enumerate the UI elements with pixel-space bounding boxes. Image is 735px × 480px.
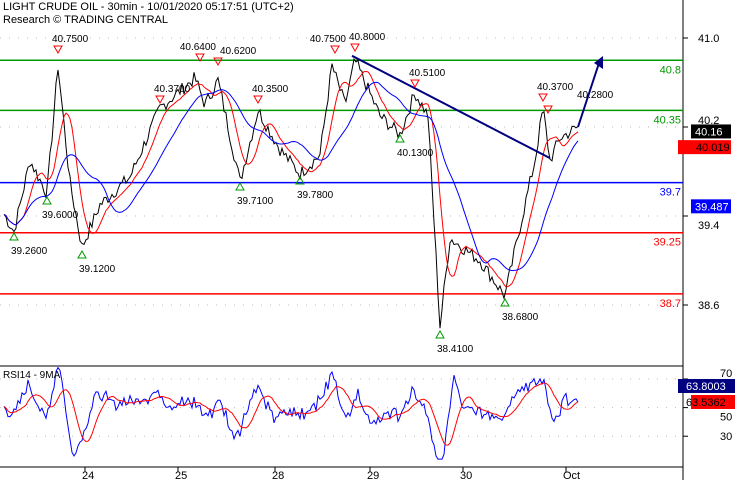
x-tick-label: 30 bbox=[460, 470, 472, 480]
price-tag-label: 40.019 bbox=[696, 142, 730, 154]
up-triangle-icon bbox=[395, 133, 405, 143]
rsi-label: RSI14 - 9MA bbox=[3, 370, 61, 381]
down-triangle-icon bbox=[155, 95, 165, 105]
chart-subtitle: Research © TRADING CENTRAL bbox=[3, 14, 168, 26]
x-tick-label: 25 bbox=[175, 470, 187, 480]
low-label: 39.2600 bbox=[11, 246, 48, 257]
rsi-tick-label: 30 bbox=[720, 431, 732, 443]
low-label: 39.1200 bbox=[79, 264, 116, 275]
level-label: 40.8 bbox=[660, 64, 681, 76]
rsi-tick-label: 70 bbox=[720, 368, 732, 380]
high-label: 40.5100 bbox=[409, 68, 446, 79]
price-tick-label: 39.4 bbox=[698, 220, 719, 232]
down-triangle-icon bbox=[350, 43, 360, 53]
price-tag bbox=[691, 124, 731, 139]
rsi-tick-label: 50 bbox=[720, 412, 732, 424]
projection-arrow bbox=[577, 59, 601, 128]
low-label: 38.6800 bbox=[502, 312, 539, 323]
ma-fast-series bbox=[3, 70, 579, 288]
level-label: 40.35 bbox=[653, 114, 681, 126]
price-tag-label: 40.16 bbox=[695, 126, 723, 138]
price-tick-label: 41.0 bbox=[698, 33, 719, 45]
rsi-ma-series bbox=[3, 382, 579, 446]
arrow-head-icon bbox=[594, 56, 603, 69]
price-series bbox=[3, 57, 579, 329]
rsi-tag-label: 63.5362 bbox=[686, 397, 726, 409]
down-triangle-icon bbox=[410, 79, 420, 89]
up-triangle-icon bbox=[235, 181, 245, 191]
down-triangle-icon bbox=[195, 53, 205, 63]
down-triangle-icon bbox=[538, 93, 548, 103]
down-triangle-icon bbox=[213, 57, 223, 67]
x-tick-label: 29 bbox=[367, 470, 379, 480]
x-tick-label: 28 bbox=[272, 470, 284, 480]
level-label: 38.7 bbox=[660, 298, 681, 310]
rsi-tag-label: 63.8003 bbox=[686, 381, 726, 393]
price-tag-label: 39.487 bbox=[695, 201, 729, 213]
rsi-tag bbox=[691, 395, 735, 409]
high-label: 40.7500 bbox=[52, 34, 89, 45]
low-label: 39.7800 bbox=[297, 190, 334, 201]
price-tick-label: 40.2 bbox=[698, 115, 719, 127]
up-triangle-icon bbox=[500, 297, 510, 307]
level-label: 39.7 bbox=[660, 187, 681, 199]
up-triangle-icon bbox=[435, 329, 445, 339]
high-label: 40.6400 bbox=[180, 42, 217, 53]
low-label: 38.4100 bbox=[437, 344, 474, 355]
high-label: 40.3500 bbox=[252, 84, 289, 95]
rsi-series bbox=[3, 366, 579, 460]
high-label: 40.7500 bbox=[310, 34, 347, 45]
x-tick-label: Oct bbox=[563, 470, 580, 480]
high-label: 40.8000 bbox=[349, 32, 386, 43]
rsi-tag bbox=[678, 379, 735, 393]
price-tag bbox=[691, 199, 731, 214]
high-label: 40.2800 bbox=[577, 90, 614, 101]
high-label: 40.6200 bbox=[220, 46, 257, 57]
low-label: 39.6000 bbox=[42, 210, 79, 221]
level-label: 39.25 bbox=[653, 237, 681, 249]
up-triangle-icon bbox=[295, 175, 305, 185]
high-label: 40.3700 bbox=[537, 82, 574, 93]
x-tick-label: 24 bbox=[82, 470, 94, 480]
trendline bbox=[351, 54, 551, 160]
down-triangle-icon bbox=[543, 105, 553, 115]
price-tick-label: 38.6 bbox=[698, 300, 719, 312]
ma-slow-series bbox=[3, 81, 579, 272]
high-label: 40.3700 bbox=[154, 84, 191, 95]
down-triangle-icon bbox=[330, 45, 340, 55]
low-label: 40.1300 bbox=[397, 148, 434, 159]
down-triangle-icon bbox=[53, 45, 63, 55]
up-triangle-icon bbox=[9, 231, 19, 241]
chart-title: LIGHT CRUDE OIL - 30min - 10/01/2020 05:… bbox=[3, 1, 294, 13]
up-triangle-icon bbox=[42, 195, 52, 205]
price-tag bbox=[678, 140, 731, 155]
up-triangle-icon bbox=[77, 249, 87, 259]
down-triangle-icon bbox=[253, 95, 263, 105]
low-label: 39.7100 bbox=[237, 196, 274, 207]
